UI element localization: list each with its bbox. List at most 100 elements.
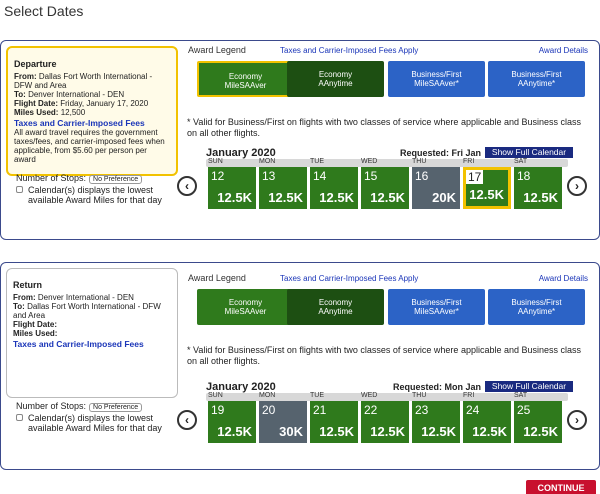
weekday: TUE — [310, 158, 324, 165]
weekday: SAT — [514, 392, 528, 399]
label: Miles Used: — [14, 108, 59, 117]
legend: Award Legend Taxes and Carrier-Imposed Fe… — [184, 273, 594, 366]
award-details-link[interactable]: Award Details — [538, 274, 588, 283]
day-miles: 12.5K — [472, 424, 507, 439]
legend: Award Legend Taxes and Carrier-Imposed Fe… — [184, 45, 594, 138]
legend-button[interactable]: Economy MileSAAver — [197, 61, 294, 97]
line1: Economy — [228, 298, 263, 307]
next-arrow[interactable]: › — [567, 176, 587, 196]
note-text: Calendar(s) displays the lowest availabl… — [28, 185, 162, 205]
continue-button[interactable]: CONTINUE — [526, 480, 596, 494]
weekday: MON — [259, 392, 276, 399]
weekday: FRI — [463, 392, 475, 399]
day-miles: 12.5K — [319, 424, 354, 439]
page-title: Select Dates — [4, 3, 84, 19]
day-cell[interactable]: 23 12.5K — [412, 401, 460, 443]
legend-button[interactable]: Business/First AAnytime* — [488, 289, 585, 325]
stops-label: Number of Stops: — [16, 173, 87, 183]
stops-select[interactable]: No Preference — [89, 403, 143, 412]
label: Flight Date: — [13, 320, 57, 329]
award-details-link[interactable]: Award Details — [538, 46, 588, 55]
next-arrow[interactable]: › — [567, 410, 587, 430]
day-miles: 12.5K — [370, 190, 405, 205]
weekday: WED — [361, 392, 378, 399]
day-cell[interactable]: 20 30K — [259, 401, 307, 443]
day-cell[interactable]: 12 12.5K — [208, 167, 256, 209]
day-cell[interactable]: 13 12.5K — [259, 167, 307, 209]
fees-link[interactable]: Taxes and Carrier-Imposed Fees — [14, 118, 145, 128]
day-cell[interactable]: 24 12.5K — [463, 401, 511, 443]
prev-arrow[interactable]: ‹ — [177, 410, 197, 430]
day-number: 17 — [466, 170, 484, 184]
day-cell[interactable]: 18 12.5K — [514, 167, 562, 209]
day-number: 23 — [415, 403, 429, 417]
day-cell[interactable]: 21 12.5K — [310, 401, 358, 443]
show-full-calendar[interactable]: Show Full Calendar — [485, 381, 573, 392]
day-cell[interactable]: 14 12.5K — [310, 167, 358, 209]
day-number: 20 — [262, 403, 276, 417]
line1: Business/First — [511, 298, 562, 307]
info-line: Flight Date: — [13, 320, 171, 329]
legend-button[interactable]: Business/First MileSAAver* — [388, 61, 485, 97]
stops: Number of Stops: No Preference — [16, 401, 143, 412]
label: From: — [13, 293, 36, 302]
line2: MileSAAver — [224, 81, 267, 90]
weekday: THU — [412, 392, 427, 399]
weekday: FRI — [463, 158, 475, 165]
info-box: Return From: Denver International - DEN To… — [6, 268, 178, 398]
weekday: MON — [259, 158, 276, 165]
line1: Economy — [318, 298, 353, 307]
day-cell[interactable]: 16 20K — [412, 167, 460, 209]
checkbox[interactable] — [16, 414, 23, 421]
label: To: — [13, 302, 25, 311]
weekday-strip: SUN MON TUE WED THU FRI SAT — [206, 158, 568, 167]
day-number: 14 — [313, 169, 327, 183]
day-cell[interactable]: 15 12.5K — [361, 167, 409, 209]
legend-button[interactable]: Business/First MileSAAver* — [388, 289, 485, 325]
day-miles: 30K — [279, 424, 303, 439]
panel: Departure From: Dallas Fort Worth Interna… — [0, 40, 600, 240]
legend-button[interactable]: Economy AAnytime — [287, 61, 384, 97]
day-cell[interactable]: 19 12.5K — [208, 401, 256, 443]
show-full-calendar[interactable]: Show Full Calendar — [485, 147, 573, 158]
fees-text: All award travel requires the government… — [14, 128, 165, 164]
line2: AAnytime* — [517, 79, 556, 88]
day-miles: 12.5K — [217, 190, 252, 205]
day-number: 16 — [415, 169, 429, 183]
legend-button[interactable]: Business/First AAnytime* — [488, 61, 585, 97]
day-cell[interactable]: 25 12.5K — [514, 401, 562, 443]
note: * Valid for Business/First on flights wi… — [187, 117, 582, 138]
weekday: TUE — [310, 392, 324, 399]
label: Miles Used: — [13, 329, 58, 338]
day-miles: 12.5K — [268, 190, 303, 205]
value: Denver International - DEN — [28, 90, 125, 99]
fees-apply-link[interactable]: Taxes and Carrier-Imposed Fees Apply — [280, 274, 419, 283]
value: Denver International - DEN — [37, 293, 134, 302]
info-line: To: Dallas Fort Worth International - DF… — [13, 302, 171, 320]
checkbox[interactable] — [16, 186, 23, 193]
day-number: 21 — [313, 403, 327, 417]
legend-button[interactable]: Economy AAnytime — [287, 289, 384, 325]
day-cell[interactable]: 17 12.5K — [463, 167, 511, 209]
line1: Business/First — [411, 298, 462, 307]
day-cell[interactable]: 22 12.5K — [361, 401, 409, 443]
calendar-note: Calendar(s) displays the lowest availabl… — [16, 185, 181, 205]
day-number: 19 — [211, 403, 225, 417]
line1: Business/First — [411, 70, 462, 79]
info-box: Departure From: Dallas Fort Worth Interna… — [6, 46, 178, 176]
day-number: 24 — [466, 403, 480, 417]
day-number: 25 — [517, 403, 531, 417]
stops-select[interactable]: No Preference — [89, 175, 143, 184]
stops: Number of Stops: No Preference — [16, 173, 143, 184]
info-line: Miles Used: — [13, 329, 171, 338]
label: To: — [14, 90, 26, 99]
note: * Valid for Business/First on flights wi… — [187, 345, 582, 366]
fees-apply-link[interactable]: Taxes and Carrier-Imposed Fees Apply — [280, 46, 419, 55]
legend-title: Award Legend — [188, 273, 246, 283]
prev-arrow[interactable]: ‹ — [177, 176, 197, 196]
day-miles: 12.5K — [523, 424, 558, 439]
fees-link[interactable]: Taxes and Carrier-Imposed Fees — [13, 339, 144, 349]
day-number: 13 — [262, 169, 276, 183]
legend-button[interactable]: Economy MileSAAver — [197, 289, 294, 325]
value: 12,500 — [60, 108, 86, 117]
